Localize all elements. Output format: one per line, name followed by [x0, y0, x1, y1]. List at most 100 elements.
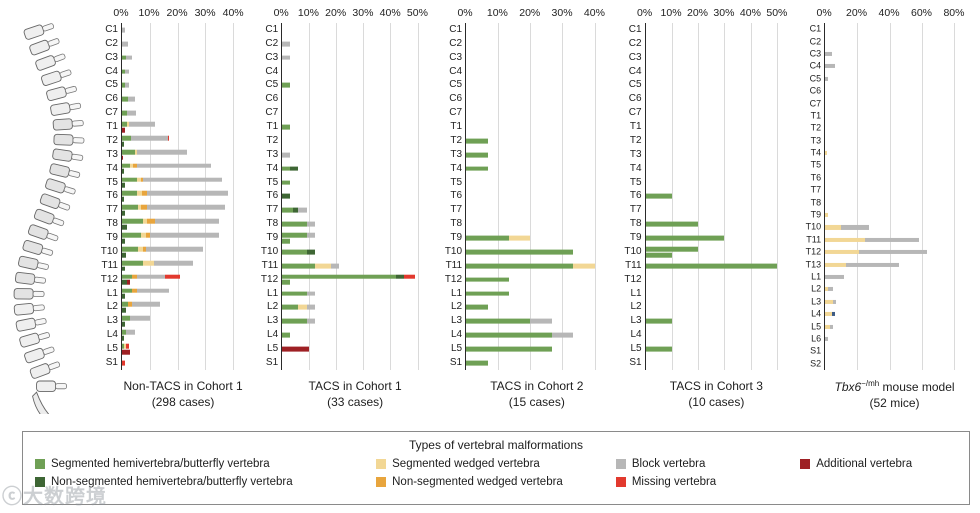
bar-segment-sw: [573, 263, 595, 269]
vertebra-row-t11: T11: [262, 259, 431, 273]
bar-segment-bv: [147, 191, 228, 196]
vertebra-label: L4: [450, 329, 463, 341]
bars: [645, 235, 791, 241]
bar-line: [122, 360, 247, 366]
legend-swatch-mv: [615, 477, 626, 487]
bar-segment-sh: [282, 318, 307, 324]
bar-segment-bv: [841, 225, 869, 230]
vertebra-label: L5: [450, 343, 463, 355]
bars: [282, 305, 431, 310]
vertebra-row-t12: T12: [445, 273, 611, 287]
vertebra-label: L5: [811, 321, 822, 332]
legend-swatch-bv: [615, 459, 626, 469]
bars: [466, 277, 611, 283]
vertebra-label: C7: [449, 107, 463, 119]
legend-label: Block vertebra: [631, 458, 706, 470]
panel-caption-tacs-cohort2: TACS in Cohort 2 (15 cases): [438, 379, 618, 410]
bar-segment-nh: [395, 274, 404, 280]
bar-segment-sh: [282, 274, 396, 280]
vertebra-row-c1: C1: [105, 23, 247, 37]
vertebra-row-t2: T2: [630, 134, 791, 148]
vertebra-row-c7: C7: [629, 106, 791, 120]
vertebra-row-c5: C5: [449, 79, 611, 93]
bar-line: [122, 246, 247, 252]
bars: [122, 260, 247, 272]
bar-line: [122, 335, 247, 341]
vertebra-row-t4: T4: [106, 162, 247, 176]
bars: [282, 332, 431, 338]
bar-segment-bv: [149, 232, 220, 238]
bar-segment-sw: [825, 250, 859, 255]
bar-segment-sh: [466, 263, 573, 269]
axis-tick-label: 0%: [113, 7, 129, 19]
vertebra-label: T1: [106, 121, 118, 133]
bar-line: [122, 141, 247, 147]
vertebra-row-l5: L5: [267, 342, 431, 356]
vertebra-label: C4: [105, 65, 118, 77]
vertebra-row-t8: T8: [630, 217, 791, 231]
gridline: [857, 23, 859, 370]
legend-swatch-sh: [35, 459, 45, 469]
bar-segment-sw: [825, 312, 832, 317]
bar-segment-sh: [122, 218, 144, 224]
vertebra-label: C2: [628, 37, 642, 49]
bar-segment-sw: [314, 263, 331, 269]
vertebra-label: T1: [629, 121, 642, 133]
bar-segment-sh: [282, 332, 291, 338]
vertebra-row-l3: L3: [267, 314, 431, 328]
vertebra-label: C4: [628, 65, 642, 77]
gridline: [750, 23, 752, 370]
panel-case-count: (15 cases): [508, 394, 565, 409]
legend-label: Non-segmented hemivertebra/butterfly ver…: [51, 476, 293, 488]
bar-segment-sw: [825, 287, 829, 292]
bar-segment-bv: [153, 260, 193, 266]
vertebra-label: T10: [260, 245, 279, 257]
bar-segment-bv: [136, 163, 211, 169]
bar-segment-nh: [122, 141, 124, 147]
bar-segment-sh: [122, 121, 127, 127]
bar-line: [282, 41, 431, 47]
panels: 0% 10% 20% 30% 40% C1 C2 C3 C4 C5 C6 C7 T1 T2 T3 T4 T5 T6…: [94, 6, 974, 414]
bar-line: [282, 124, 431, 130]
axis-ticks-tacs-cohort2: 0% 10% 20% 30% 40%: [457, 6, 611, 23]
bar-segment-nw: [142, 246, 147, 252]
bars: [122, 177, 247, 188]
axis-ticks-tacs-cohort1: 0% 10% 20% 30% 40% 50%: [274, 6, 431, 23]
vertebra-label: C6: [628, 93, 642, 105]
bar-segment-sh: [122, 343, 124, 349]
axis-tick-label: 20%: [519, 7, 541, 19]
bar-segment-nw: [141, 205, 147, 210]
gridline: [776, 23, 778, 370]
vertebra-row-t2: T2: [811, 122, 967, 134]
bar-line: [282, 55, 431, 61]
vertebra-label: C6: [449, 93, 463, 105]
vertebra-row-t5: T5: [266, 176, 431, 190]
bar-segment-nw: [133, 163, 137, 169]
bar-line: [282, 207, 431, 213]
legend-label: Missing vertebra: [631, 476, 717, 488]
vertebra-row-l5: L5: [107, 342, 247, 356]
bars: [466, 318, 611, 324]
legend-label: Non-segmented wedged vertebra: [392, 476, 563, 488]
bar-segment-mv: [122, 360, 125, 366]
gridline: [149, 23, 151, 370]
gridline: [698, 23, 700, 370]
vertebra-label: T8: [629, 218, 642, 230]
bars: [122, 343, 247, 355]
vertebra-row-t1: T1: [811, 110, 967, 122]
bar-line: [466, 152, 611, 158]
vertebra-label: L3: [811, 296, 822, 307]
vertebra-label: T9: [810, 209, 822, 220]
bar-line: [466, 249, 611, 255]
bar-segment-nh: [122, 266, 125, 272]
vertebra-row-t1: T1: [630, 120, 791, 134]
vertebra-rows: C1 C2 C3 C4 C5 C6 C7 T1 T2 T3 T4 T5 T6 T7 T8 T9 T10 T11 T1…: [101, 23, 247, 370]
bar-segment-sh: [466, 166, 488, 172]
vertebra-label: S1: [265, 356, 279, 368]
bar-segment-sw: [129, 163, 134, 169]
gridline: [889, 23, 891, 370]
vertebra-label: L2: [450, 301, 463, 313]
bar-segment-nh: [122, 252, 126, 258]
gridline: [309, 23, 311, 370]
bar-line: [122, 349, 247, 355]
